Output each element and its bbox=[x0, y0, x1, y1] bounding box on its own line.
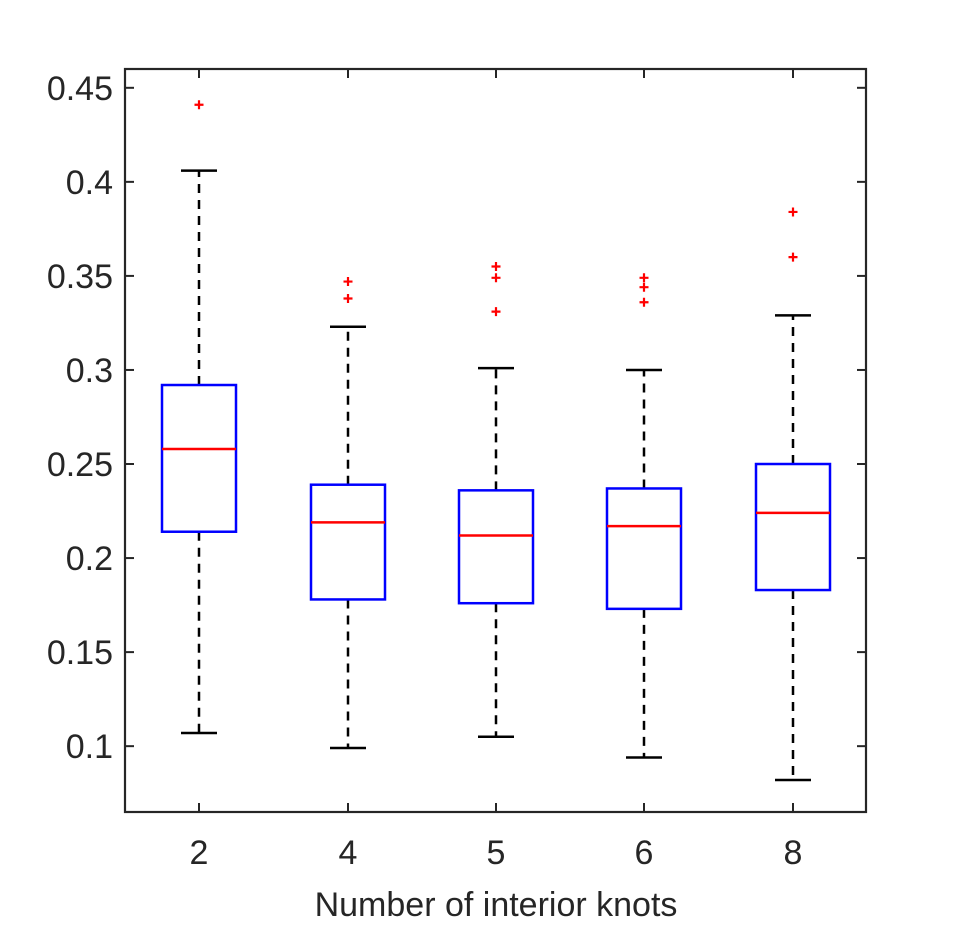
y-tick-label: 0.15 bbox=[47, 634, 113, 672]
iqr-box bbox=[160, 383, 238, 533]
y-tick-label: 0.3 bbox=[66, 352, 113, 390]
iqr-box bbox=[754, 462, 832, 592]
iqr-box bbox=[457, 489, 535, 605]
iqr-box bbox=[605, 487, 683, 611]
outlier-marker bbox=[788, 252, 798, 262]
outlier-marker bbox=[788, 207, 798, 217]
y-tick-label: 0.1 bbox=[66, 728, 113, 766]
outlier-marker bbox=[343, 293, 353, 303]
box-group bbox=[309, 277, 387, 750]
y-tick-label: 0.2 bbox=[66, 540, 113, 578]
y-tick-label: 0.25 bbox=[47, 446, 113, 484]
x-tick-label: 2 bbox=[190, 834, 209, 872]
y-tick-label: 0.35 bbox=[47, 258, 113, 296]
iqr-box bbox=[309, 483, 387, 601]
outlier-marker bbox=[491, 273, 501, 283]
x-tick-label: 6 bbox=[635, 834, 654, 872]
box-group bbox=[160, 100, 238, 735]
outlier-marker bbox=[639, 297, 649, 307]
box-group bbox=[605, 273, 683, 759]
outlier-marker bbox=[343, 277, 353, 287]
x-tick-label: 8 bbox=[784, 834, 803, 872]
x-axis-label: Number of interior knots bbox=[315, 886, 678, 924]
box-group bbox=[457, 262, 535, 739]
boxes-layer bbox=[160, 100, 832, 782]
outlier-marker bbox=[639, 282, 649, 292]
x-tick-label: 4 bbox=[339, 834, 358, 872]
box-group bbox=[754, 207, 832, 782]
outlier-marker bbox=[639, 273, 649, 283]
axes-layer: 0.1 0.15 0.2 0.25 0.3 0.35 0.4 0.45 2 4 5 6 8 bbox=[47, 67, 868, 872]
y-tick-label: 0.4 bbox=[66, 164, 113, 202]
x-tick-label: 5 bbox=[487, 834, 506, 872]
y-tick-label: 0.45 bbox=[47, 70, 113, 108]
outlier-marker bbox=[491, 307, 501, 317]
outlier-marker bbox=[194, 100, 204, 110]
outlier-marker bbox=[491, 262, 501, 272]
